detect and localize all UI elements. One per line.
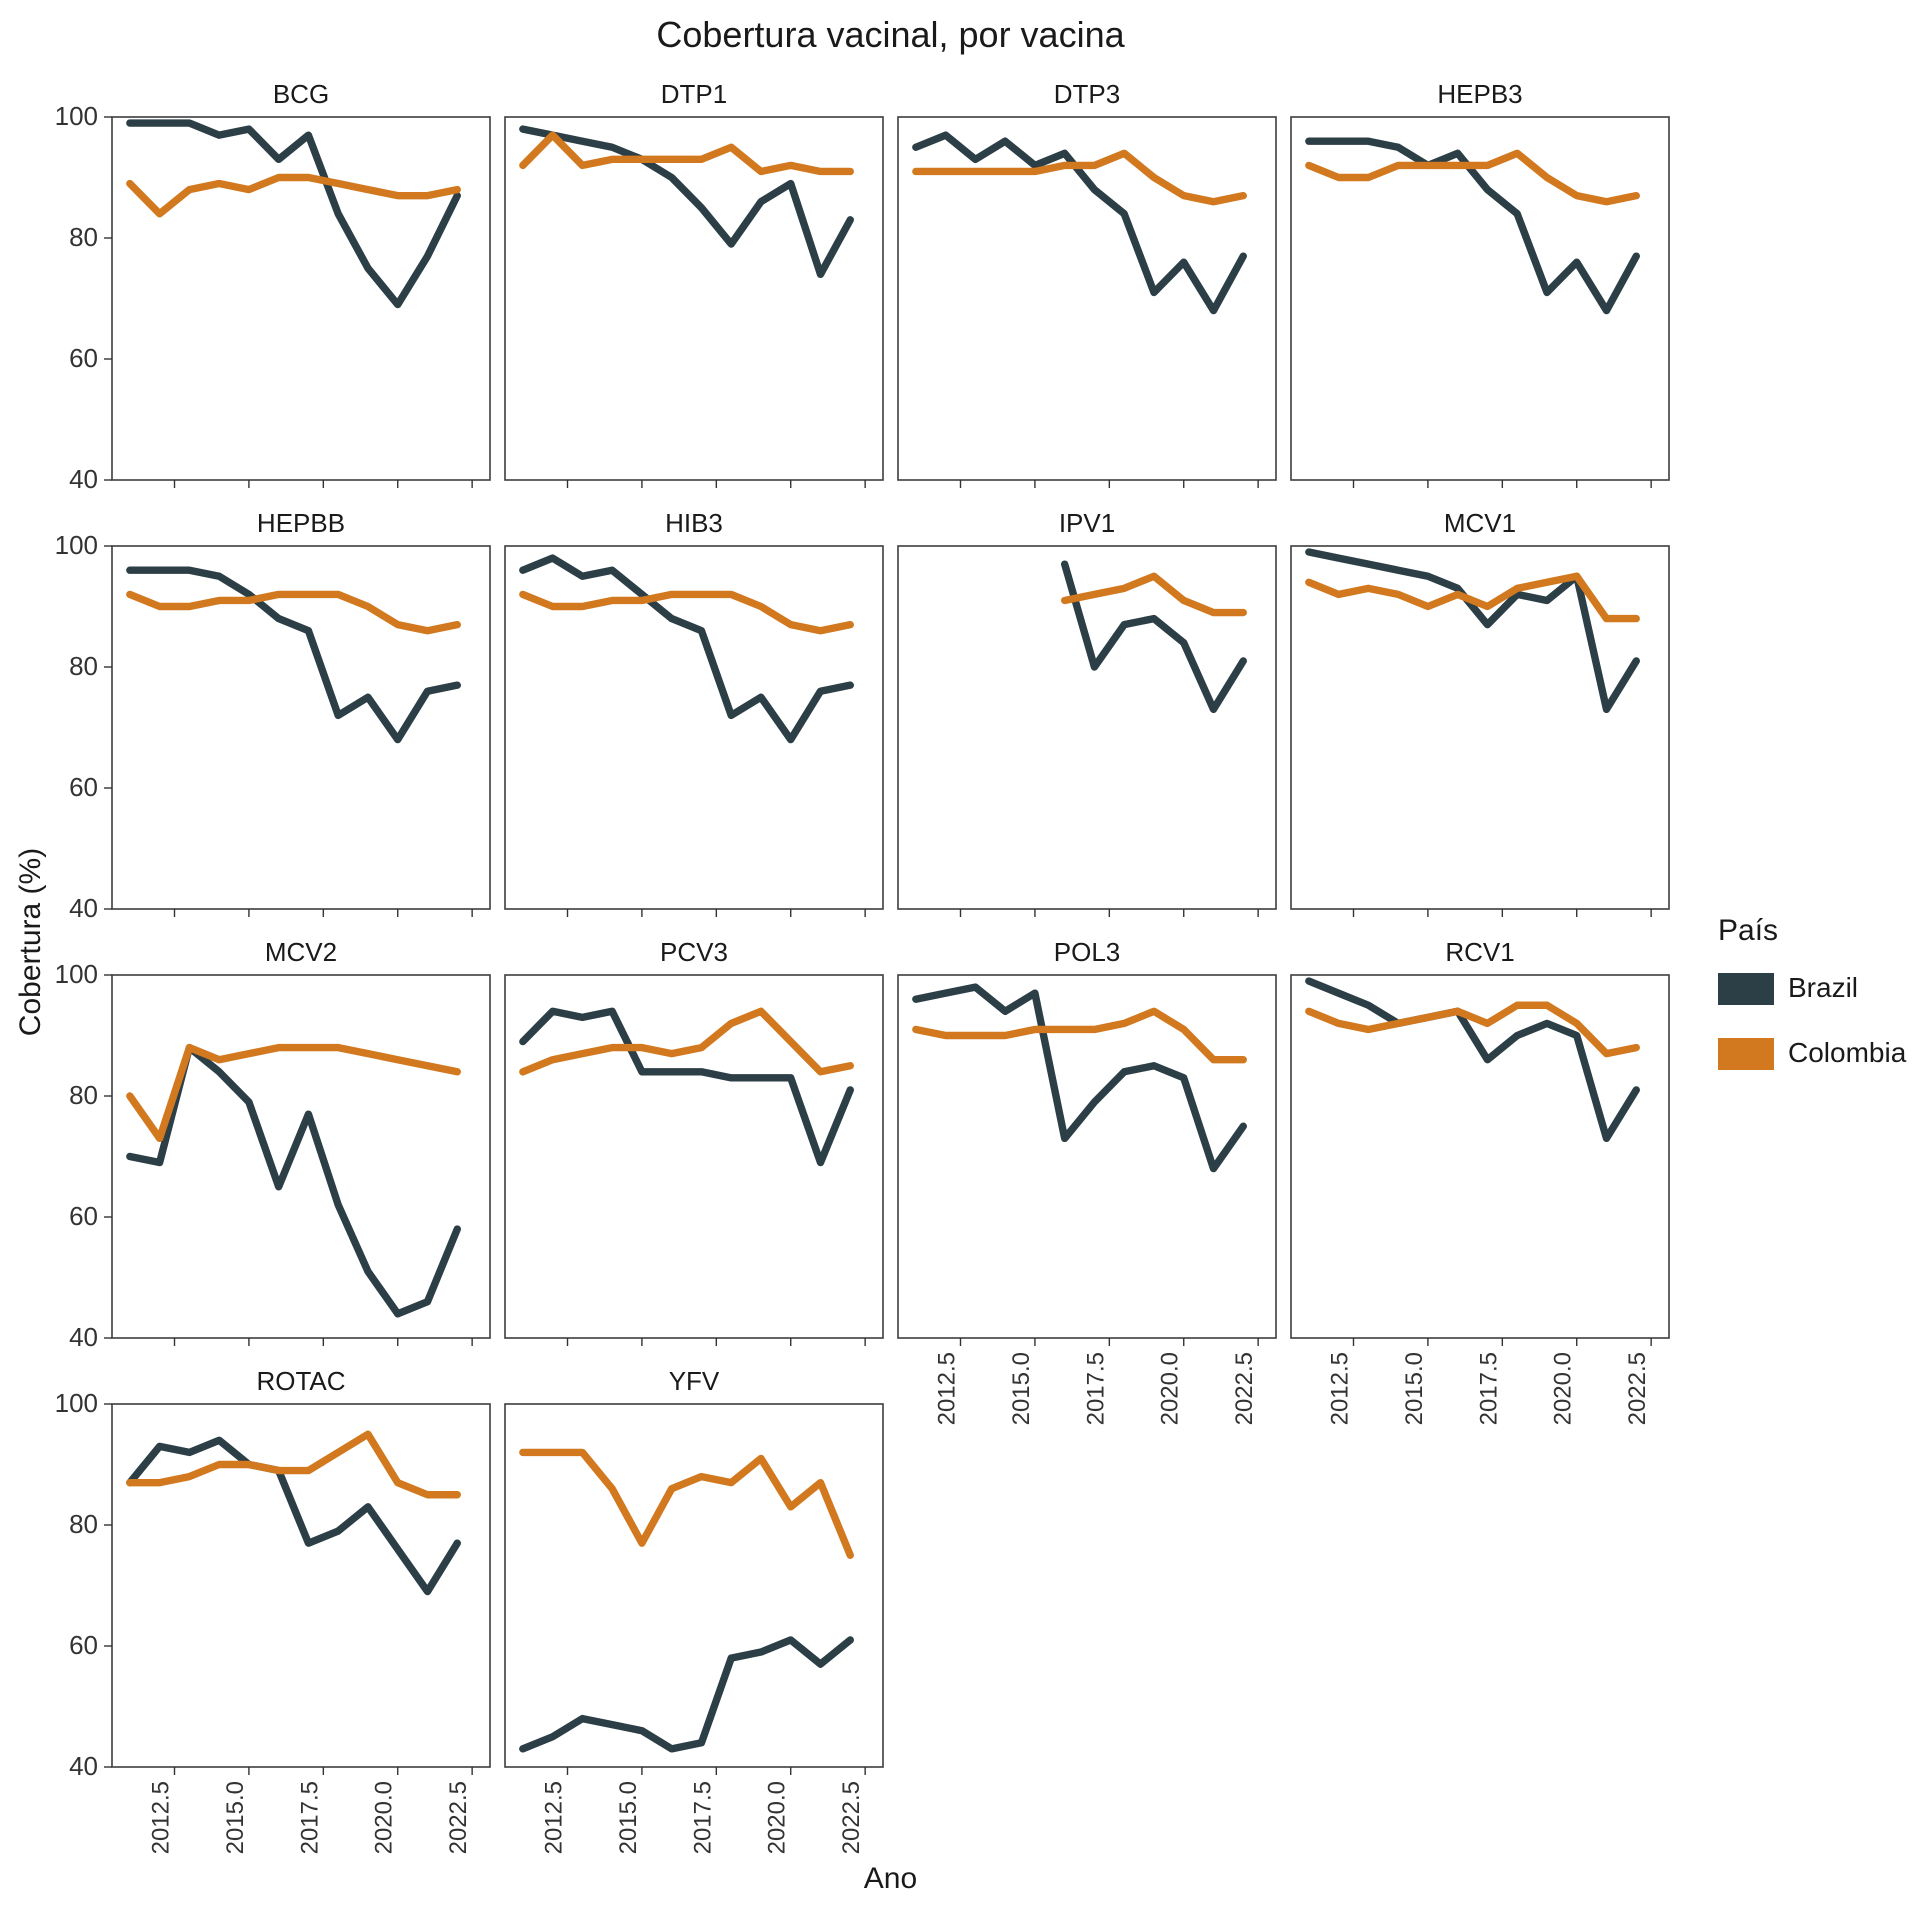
svg-text:40: 40: [69, 1751, 98, 1781]
svg-text:2012.5: 2012.5: [541, 1781, 568, 1854]
svg-text:Brazil: Brazil: [1788, 972, 1858, 1003]
svg-text:100: 100: [55, 530, 98, 560]
svg-text:YFV: YFV: [669, 1366, 720, 1396]
svg-text:80: 80: [69, 1509, 98, 1539]
svg-text:80: 80: [69, 651, 98, 681]
svg-text:2022.5: 2022.5: [838, 1781, 865, 1854]
svg-text:80: 80: [69, 222, 98, 252]
svg-text:Cobertura (%): Cobertura (%): [14, 848, 47, 1036]
svg-text:2017.5: 2017.5: [1082, 1352, 1109, 1425]
svg-text:BCG: BCG: [273, 79, 329, 109]
svg-text:PCV3: PCV3: [660, 937, 728, 967]
svg-text:2012.5: 2012.5: [934, 1352, 961, 1425]
svg-text:2015.0: 2015.0: [615, 1781, 642, 1854]
svg-text:DTP3: DTP3: [1054, 79, 1120, 109]
svg-text:2020.0: 2020.0: [764, 1781, 791, 1854]
svg-text:Colombia: Colombia: [1788, 1037, 1907, 1068]
svg-text:40: 40: [69, 893, 98, 923]
svg-text:ROTAC: ROTAC: [256, 1366, 345, 1396]
svg-text:2015.0: 2015.0: [1401, 1352, 1428, 1425]
svg-text:80: 80: [69, 1080, 98, 1110]
svg-text:60: 60: [69, 1630, 98, 1660]
svg-text:2022.5: 2022.5: [1231, 1352, 1258, 1425]
svg-text:Ano: Ano: [864, 1862, 917, 1895]
svg-text:2017.5: 2017.5: [689, 1781, 716, 1854]
svg-text:HIB3: HIB3: [665, 508, 723, 538]
svg-text:60: 60: [69, 1201, 98, 1231]
svg-text:100: 100: [55, 959, 98, 989]
svg-text:RCV1: RCV1: [1445, 937, 1514, 967]
svg-text:2022.5: 2022.5: [1624, 1352, 1651, 1425]
svg-text:40: 40: [69, 1322, 98, 1352]
svg-text:POL3: POL3: [1054, 937, 1121, 967]
svg-text:País: País: [1718, 914, 1778, 947]
svg-text:HEPB3: HEPB3: [1437, 79, 1522, 109]
svg-text:2020.0: 2020.0: [371, 1781, 398, 1854]
svg-text:60: 60: [69, 772, 98, 802]
svg-text:2017.5: 2017.5: [1475, 1352, 1502, 1425]
svg-text:HEPBB: HEPBB: [257, 508, 345, 538]
svg-text:2020.0: 2020.0: [1550, 1352, 1577, 1425]
svg-text:IPV1: IPV1: [1059, 508, 1115, 538]
svg-text:DTP1: DTP1: [661, 79, 727, 109]
svg-text:100: 100: [55, 101, 98, 131]
svg-text:100: 100: [55, 1388, 98, 1418]
svg-text:2015.0: 2015.0: [222, 1781, 249, 1854]
svg-text:60: 60: [69, 343, 98, 373]
svg-text:MCV2: MCV2: [265, 937, 337, 967]
svg-text:2012.5: 2012.5: [148, 1781, 175, 1854]
svg-text:MCV1: MCV1: [1444, 508, 1516, 538]
svg-text:2015.0: 2015.0: [1008, 1352, 1035, 1425]
svg-text:2017.5: 2017.5: [296, 1781, 323, 1854]
svg-text:2020.0: 2020.0: [1157, 1352, 1184, 1425]
svg-text:2022.5: 2022.5: [445, 1781, 472, 1854]
svg-text:2012.5: 2012.5: [1327, 1352, 1354, 1425]
svg-text:40: 40: [69, 464, 98, 494]
